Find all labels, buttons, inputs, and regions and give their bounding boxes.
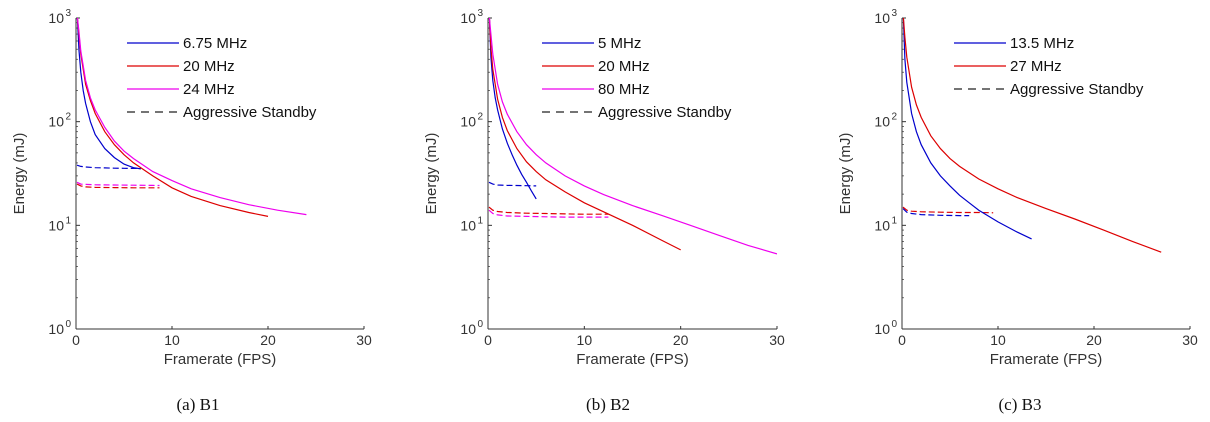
standby-line [488,209,609,218]
standby-line [76,183,160,189]
x-tick-label: 0 [484,332,492,348]
legend-label: 13.5 MHz [1010,35,1074,52]
y-axis-label: Energy (mJ) [837,133,854,215]
y-tick-label: 10 [48,217,64,233]
legend: 6.75 MHz 20 MHz 24 MHz Aggressive Standby [127,35,317,121]
legend-label: 6.75 MHz [183,35,247,52]
subfigure-caption: (a) B1 [177,395,220,414]
x-axis-label: Framerate (FPS) [164,351,277,368]
y-tick-label: 10 [48,10,64,26]
standby-line [488,206,609,215]
plot-area [902,18,1162,253]
legend: 13.5 MHz 27 MHz Aggressive Standby [954,35,1144,98]
legend-label: 5 MHz [598,35,641,52]
x-tick-label: 10 [990,332,1006,348]
legend-label: Aggressive Standby [598,104,732,121]
standby-line [902,208,970,217]
y-tick-exponent: 0 [891,319,897,330]
x-axis-label: Framerate (FPS) [990,351,1103,368]
subfigure-caption: (b) B2 [586,395,630,414]
y-tick-exponent: 3 [891,8,897,19]
x-axis-label: Framerate (FPS) [576,351,689,368]
legend-label: 80 MHz [598,81,650,98]
series-line [902,18,1032,240]
standby-line [902,206,994,214]
y-tick-exponent: 3 [65,8,71,19]
y-tick-label: 10 [460,10,476,26]
y-tick-label: 10 [48,114,64,130]
standby-line [76,164,141,170]
y-tick-exponent: 3 [477,8,483,19]
x-tick-label: 30 [356,332,372,348]
y-tick-exponent: 2 [65,112,71,123]
legend-label: 27 MHz [1010,58,1062,75]
legend: 5 MHz 20 MHz 80 MHz Aggressive Standby [542,35,732,121]
legend-label: Aggressive Standby [183,104,317,121]
y-tick-exponent: 1 [477,215,483,226]
x-tick-label: 10 [577,332,593,348]
x-tick-label: 30 [769,332,785,348]
series-line [76,18,141,170]
y-tick-label: 10 [874,10,890,26]
y-tick-label: 10 [874,217,890,233]
x-tick-label: 0 [72,332,80,348]
legend-label: Aggressive Standby [1010,81,1144,98]
y-axis-label: Energy (mJ) [11,133,28,215]
y-tick-exponent: 2 [477,112,483,123]
legend-label: 20 MHz [598,58,650,75]
standby-line [76,181,160,187]
standby-line [488,181,537,187]
y-tick-label: 10 [460,321,476,337]
y-tick-label: 10 [460,114,476,130]
y-tick-label: 10 [874,321,890,337]
x-tick-label: 10 [164,332,180,348]
x-tick-label: 20 [673,332,689,348]
subfigure-caption: (c) B3 [999,395,1042,414]
y-axis-label: Energy (mJ) [423,133,440,215]
y-tick-exponent: 0 [65,319,71,330]
x-tick-label: 0 [898,332,906,348]
series-line [902,18,1162,253]
y-tick-label: 10 [48,321,64,337]
plot-area [488,18,777,255]
x-tick-label: 20 [1086,332,1102,348]
y-tick-exponent: 2 [891,112,897,123]
y-tick-label: 10 [874,114,890,130]
y-tick-label: 10 [460,217,476,233]
y-tick-exponent: 1 [891,215,897,226]
x-tick-label: 30 [1182,332,1198,348]
legend-label: 24 MHz [183,81,235,98]
series-line [488,18,777,255]
plot-area [76,18,307,217]
series-line [76,18,307,216]
legend-label: 20 MHz [183,58,235,75]
y-tick-exponent: 1 [65,215,71,226]
series-line [488,18,681,251]
y-tick-exponent: 0 [477,319,483,330]
x-tick-label: 20 [260,332,276,348]
series-line [488,18,537,200]
